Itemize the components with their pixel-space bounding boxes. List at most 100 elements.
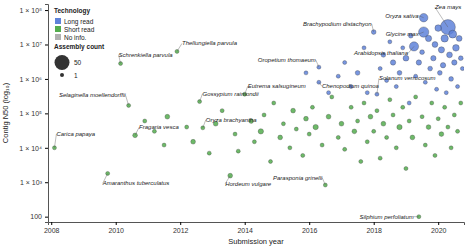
point <box>420 115 424 119</box>
point <box>362 46 366 50</box>
point <box>236 149 240 153</box>
annotation-leader <box>126 95 129 105</box>
point <box>330 95 334 99</box>
point <box>378 156 382 160</box>
annotation: Fragaria vesca <box>139 124 179 130</box>
point <box>326 114 331 119</box>
point <box>162 143 166 147</box>
y-tick-label: 1 × 10⁶ <box>19 76 42 83</box>
point <box>453 45 460 52</box>
point <box>444 91 448 95</box>
point <box>343 61 347 65</box>
point <box>281 122 285 126</box>
point <box>437 70 442 75</box>
point <box>207 151 211 155</box>
point <box>288 146 292 150</box>
point <box>447 52 453 58</box>
annotations: Carica papayaAmaranthus tuberculatusSchr… <box>54 4 461 220</box>
point <box>336 135 340 139</box>
point <box>278 135 283 140</box>
point <box>310 105 314 109</box>
x-tick-mark <box>51 222 52 225</box>
point <box>401 105 405 109</box>
point <box>381 121 386 126</box>
point <box>452 60 457 65</box>
point <box>432 42 438 48</box>
annotation-leader <box>419 16 424 18</box>
point <box>407 101 411 105</box>
point <box>133 133 138 138</box>
y-tick-mark <box>45 113 48 114</box>
point <box>458 56 463 61</box>
point <box>304 116 309 121</box>
point <box>356 119 360 123</box>
size-legend-label: 50 <box>74 59 82 66</box>
point <box>307 132 311 136</box>
y-tick: 1 × 10⁶ <box>19 76 48 83</box>
annotation: Brachypodium distachyon <box>303 21 372 27</box>
y-tick-label: 100 <box>30 213 42 220</box>
point <box>388 98 392 102</box>
annotation: Eutrema salsugineum <box>248 83 306 89</box>
point <box>419 13 427 21</box>
x-axis-title: Submission year <box>228 237 284 246</box>
annotation: Amaranthus tuberculatus <box>102 180 170 186</box>
y-tick-label: 1 × 10⁷ <box>20 41 43 48</box>
point <box>352 129 357 134</box>
point <box>430 101 434 105</box>
x-tick-mark <box>180 222 181 225</box>
y-tick-mark <box>45 10 48 11</box>
point <box>449 30 457 38</box>
point <box>291 108 296 113</box>
x-tick: 2020 <box>431 222 447 234</box>
annotation: Hordeum vulgare <box>225 181 272 187</box>
x-tick-mark <box>374 222 375 225</box>
x-tick-label: 2016 <box>302 227 318 234</box>
point <box>428 66 433 71</box>
point <box>355 70 360 75</box>
annotation: Oryza brachyantha <box>206 117 257 123</box>
annotation-leader <box>414 216 419 217</box>
point <box>394 146 398 150</box>
point <box>452 113 456 117</box>
x-tick-mark <box>116 222 117 225</box>
y-axis-line <box>45 5 49 223</box>
point <box>446 125 450 129</box>
x-tick: 2018 <box>366 222 382 234</box>
point <box>294 127 298 131</box>
point <box>459 101 463 105</box>
point <box>435 25 442 32</box>
point <box>394 85 398 89</box>
point <box>368 114 373 119</box>
x-tick: 2016 <box>302 222 318 234</box>
point <box>440 63 445 68</box>
annotation: Schrenkiella parvula <box>119 52 174 58</box>
y-tick: 1 × 10⁵ <box>19 110 48 117</box>
point <box>228 173 233 178</box>
annotation-leader <box>322 178 325 185</box>
point <box>252 140 256 144</box>
x-tick-label: 2008 <box>44 227 60 234</box>
y-tick-mark <box>45 148 48 149</box>
point <box>460 67 464 71</box>
annotation: Selaginella moellendorffii <box>59 92 126 98</box>
annotation: Silphium perfoliatum <box>359 214 413 220</box>
point <box>269 160 273 164</box>
plot-area: 20082010201220142016201820201001 × 10³1 … <box>19 4 464 234</box>
x-tick-label: 2014 <box>237 227 253 234</box>
point <box>258 129 263 134</box>
legend-label: Short read <box>64 26 95 33</box>
point <box>456 36 462 42</box>
x-tick-label: 2018 <box>366 227 382 234</box>
point <box>431 56 436 61</box>
chart: 20082010201220142016201820201001 × 10³1 … <box>0 0 468 246</box>
point <box>272 101 276 105</box>
point <box>443 105 447 109</box>
series <box>304 13 464 105</box>
annotation-leader <box>408 46 414 53</box>
legend-title: Technology <box>54 7 90 15</box>
point <box>185 125 189 129</box>
point <box>436 117 440 121</box>
y-tick: 1 × 10³ <box>20 179 48 186</box>
point <box>391 113 395 117</box>
